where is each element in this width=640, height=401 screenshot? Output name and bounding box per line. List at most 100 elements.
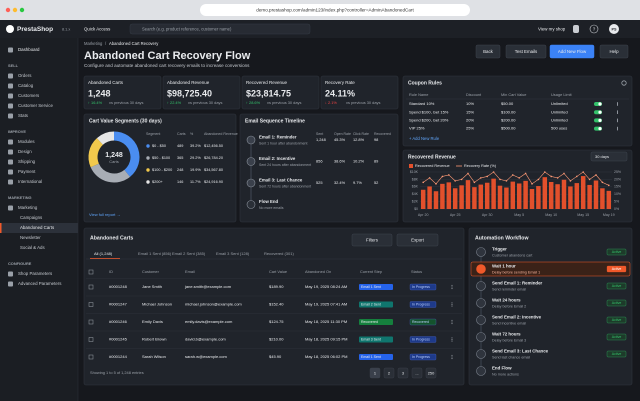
step-name: Email 1: Reminder	[259, 135, 297, 140]
nav-item[interactable]: Newsletter	[20, 235, 41, 240]
kpi-value: 1,248	[88, 88, 111, 98]
window-close[interactable]	[5, 7, 11, 13]
revenue-bar	[465, 180, 471, 209]
nav-item[interactable]: Abandoned Carts	[20, 225, 55, 230]
tab[interactable]: Recovered (301)	[264, 251, 294, 256]
range-select[interactable]	[590, 151, 628, 162]
checkbox[interactable]	[88, 302, 94, 307]
row-menu[interactable]	[451, 288, 453, 290]
row-menu[interactable]	[451, 302, 453, 304]
nav-item[interactable]: International	[18, 179, 42, 184]
status-badge	[409, 318, 437, 326]
nav-item[interactable]: Shop Parameters	[18, 271, 53, 276]
row-menu[interactable]	[451, 358, 453, 360]
page-button[interactable]	[425, 367, 437, 379]
nav-item[interactable]: Customers	[18, 93, 40, 98]
filters-button[interactable]	[351, 233, 393, 247]
table-header: Click Rate	[353, 132, 369, 136]
nav-item[interactable]: Campaigns	[20, 215, 43, 220]
table-cell: 146	[177, 180, 183, 184]
search-box[interactable]	[129, 23, 311, 35]
checkbox[interactable]	[88, 337, 94, 342]
header-button[interactable]	[505, 44, 547, 59]
page-label: 2	[388, 370, 390, 375]
header-button[interactable]	[475, 44, 501, 59]
kpi-card	[241, 75, 320, 110]
page-button[interactable]	[411, 367, 423, 379]
notification-icon[interactable]	[573, 25, 579, 33]
row-menu[interactable]	[617, 102, 618, 106]
breadcrumb[interactable]: Marketing	[84, 41, 103, 46]
workflow-node	[476, 281, 486, 291]
nav-item[interactable]: Advanced Parameters	[18, 281, 62, 286]
quick-access[interactable]: Quick Access	[84, 27, 111, 32]
row-menu[interactable]	[451, 356, 453, 358]
row-menu[interactable]	[451, 340, 453, 342]
window-maximize[interactable]	[19, 7, 25, 13]
row-menu[interactable]	[617, 118, 618, 123]
step-name: Send Email 3: Last Chance	[492, 349, 549, 354]
export-button[interactable]	[396, 233, 439, 247]
tab[interactable]: Email 3 Sent (128)	[216, 251, 250, 256]
y-tick-label: $0	[414, 207, 418, 211]
avatar[interactable]	[609, 24, 619, 34]
url-bar[interactable]	[200, 4, 470, 16]
nav-item[interactable]: Orders	[18, 73, 32, 78]
row-menu[interactable]	[451, 323, 453, 325]
page-button[interactable]	[369, 367, 381, 379]
rate-point	[582, 171, 584, 173]
revenue-bar	[427, 186, 432, 209]
legend-label: Recovered Revenue	[415, 164, 450, 168]
nav-item[interactable]: Design	[18, 149, 32, 154]
row-menu[interactable]	[451, 337, 453, 339]
revenue-bar	[593, 180, 599, 209]
nav-item[interactable]: Social & Ads	[20, 245, 45, 250]
page-button[interactable]	[397, 367, 409, 379]
nav-item[interactable]: Shipping	[18, 159, 36, 164]
kpi-card	[320, 75, 399, 110]
header-button-label: Back	[483, 49, 494, 54]
row-menu[interactable]	[617, 110, 618, 114]
row-menu[interactable]	[451, 338, 453, 341]
step-badge-label: Email 1 Sent	[361, 285, 381, 289]
settings-icon[interactable]	[621, 80, 627, 86]
checkbox[interactable]	[88, 284, 94, 290]
nav-item[interactable]: Marketing	[18, 205, 38, 210]
window-minimize[interactable]	[12, 7, 18, 13]
row-menu[interactable]	[617, 126, 618, 131]
checkbox[interactable]	[88, 269, 94, 275]
nav-item[interactable]: Stats	[18, 113, 29, 118]
table-cell: 489	[177, 144, 183, 148]
step-name: Email 2: Incentive	[259, 156, 296, 161]
add-link[interactable]: + Add New Rule	[409, 136, 440, 141]
checkbox[interactable]	[88, 319, 94, 325]
row-menu[interactable]	[451, 305, 453, 307]
row-menu[interactable]	[451, 321, 453, 323]
row-menu[interactable]	[451, 284, 453, 286]
report-link[interactable]: View full report →	[89, 212, 121, 217]
header-button[interactable]	[599, 44, 629, 59]
header-button[interactable]	[549, 44, 595, 59]
nav-item[interactable]: Modules	[18, 139, 35, 144]
status-badge	[409, 283, 437, 291]
nav-item[interactable]: Dashboard	[18, 47, 40, 52]
row-menu[interactable]	[451, 319, 453, 321]
help-icon[interactable]	[589, 24, 599, 34]
table-cell: 20%	[466, 117, 474, 122]
tab[interactable]: Email 1 Sent (856)	[138, 251, 172, 256]
status-badge	[409, 336, 437, 343]
tab[interactable]: All (1,248)	[94, 251, 113, 256]
nav-item[interactable]: Customer Service	[18, 103, 53, 108]
checkbox[interactable]	[88, 354, 94, 360]
page-button[interactable]	[383, 367, 395, 379]
nav-item[interactable]: Catalog	[18, 83, 34, 88]
row-menu[interactable]	[451, 286, 453, 288]
breadcrumb-separator: /	[105, 41, 107, 46]
row-menu[interactable]	[451, 303, 453, 306]
nav-item[interactable]: Payment	[18, 169, 36, 174]
tab[interactable]: Email 2 Sent (385)	[172, 251, 206, 256]
row-menu[interactable]	[451, 354, 453, 356]
view-shop[interactable]: View my shop	[538, 27, 566, 32]
step-desc: Sent 1 hour after abandonment	[259, 141, 307, 145]
active-badge-label: Active	[612, 250, 622, 254]
